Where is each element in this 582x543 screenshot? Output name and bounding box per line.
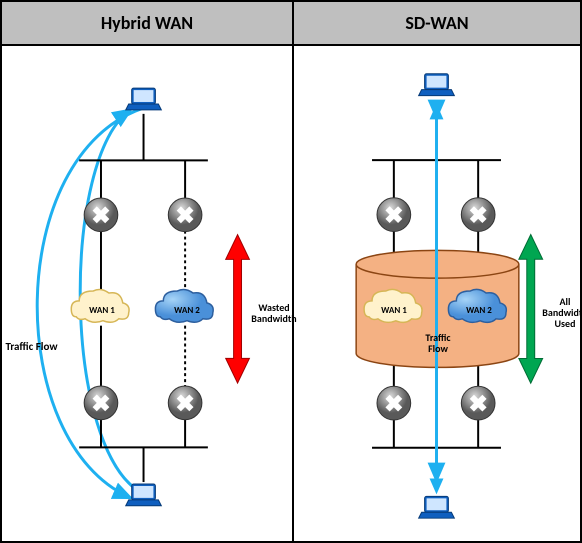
traffic-flow-label-r: Traffic Flow <box>418 332 458 354</box>
router-bl-r <box>377 386 411 420</box>
body-hybrid: Traffic Flow WAN 1 WAN 2 Wasted Bandwidt… <box>2 46 292 541</box>
diagram-container: Hybrid WAN <box>0 0 582 543</box>
title-sdwan: SD-WAN <box>405 12 468 34</box>
router-tr-r <box>461 198 495 232</box>
wan2-label: WAN 2 <box>169 306 205 316</box>
traffic-arrowhead-bot <box>430 479 444 495</box>
header-hybrid: Hybrid WAN <box>2 2 292 46</box>
traffic-arrowhead-top <box>430 104 444 120</box>
router-bl <box>84 386 118 420</box>
wasted-bandwidth-arrow <box>226 235 250 383</box>
router-tl <box>84 198 118 232</box>
laptop-bottom-r <box>419 496 455 518</box>
body-sdwan: WAN 1 WAN 2 Traffic Flow All Bandwidth U… <box>294 46 580 541</box>
router-br-r <box>461 386 495 420</box>
header-sdwan: SD-WAN <box>294 2 580 46</box>
all-bandwidth-label: All Bandwidth Used <box>540 296 582 329</box>
laptop-top <box>126 88 162 110</box>
wan1-label: WAN 1 <box>84 306 120 316</box>
wan2-label-r: WAN 2 <box>461 306 497 316</box>
router-br <box>168 386 202 420</box>
laptop-top-r <box>419 74 455 96</box>
traffic-flow-label: Traffic Flow <box>4 341 59 353</box>
wan1-label-r: WAN 1 <box>376 306 412 316</box>
panel-sdwan: SD-WAN <box>294 2 580 541</box>
svg-hybrid <box>2 46 292 541</box>
svg-sdwan <box>294 46 580 541</box>
router-tr <box>168 198 202 232</box>
title-hybrid: Hybrid WAN <box>101 12 193 34</box>
panel-hybrid-wan: Hybrid WAN <box>2 2 294 541</box>
router-tl-r <box>377 198 411 232</box>
laptop-bottom <box>126 484 162 506</box>
wasted-label: Wasted Bandwidth <box>250 302 298 324</box>
